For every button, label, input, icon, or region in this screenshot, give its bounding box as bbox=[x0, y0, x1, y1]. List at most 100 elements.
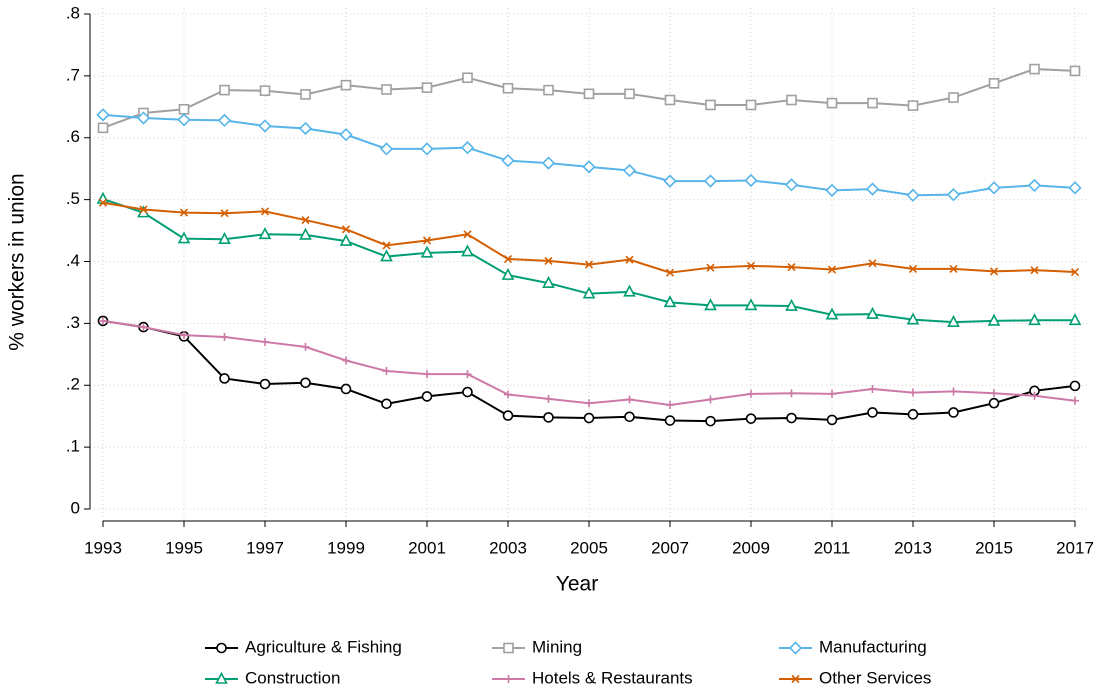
marker bbox=[178, 103, 190, 115]
marker bbox=[139, 205, 148, 214]
marker bbox=[747, 389, 755, 398]
y-tick-label: .1 bbox=[66, 437, 80, 456]
marker bbox=[706, 395, 715, 404]
marker bbox=[382, 367, 391, 376]
marker bbox=[745, 99, 757, 111]
marker bbox=[504, 675, 513, 683]
marker bbox=[1029, 63, 1040, 75]
x-tick-label: 2009 bbox=[732, 538, 770, 557]
marker bbox=[826, 97, 838, 109]
x-tick-label: 2011 bbox=[814, 538, 851, 557]
marker bbox=[136, 111, 151, 125]
marker bbox=[948, 92, 959, 103]
x-tick-label: 1993 bbox=[84, 538, 122, 557]
marker bbox=[96, 108, 110, 122]
marker bbox=[381, 398, 392, 410]
x-tick-label: 2003 bbox=[489, 538, 527, 557]
marker bbox=[258, 119, 272, 133]
marker bbox=[989, 267, 999, 276]
marker bbox=[624, 88, 635, 100]
x-tick-label: 1999 bbox=[327, 538, 365, 557]
marker bbox=[786, 412, 797, 424]
marker bbox=[261, 337, 269, 346]
marker bbox=[340, 383, 352, 395]
marker bbox=[1070, 267, 1080, 277]
legend-label: Manufacturing bbox=[819, 637, 927, 656]
marker bbox=[625, 255, 634, 264]
marker bbox=[99, 316, 107, 325]
marker bbox=[949, 387, 958, 396]
marker bbox=[220, 209, 229, 218]
marker bbox=[463, 230, 472, 239]
marker bbox=[868, 384, 877, 393]
marker bbox=[420, 142, 434, 156]
marker bbox=[179, 208, 189, 217]
marker bbox=[704, 298, 717, 311]
x-tick-label: 2007 bbox=[651, 538, 689, 557]
y-tick-label: .7 bbox=[66, 65, 80, 84]
marker bbox=[503, 642, 514, 654]
marker bbox=[988, 397, 1000, 409]
marker bbox=[1030, 266, 1039, 275]
marker bbox=[666, 401, 674, 410]
marker bbox=[544, 394, 553, 403]
marker bbox=[745, 413, 757, 424]
marker bbox=[542, 275, 555, 288]
marker bbox=[220, 332, 229, 341]
marker bbox=[422, 236, 432, 245]
marker bbox=[744, 298, 758, 311]
marker bbox=[1071, 396, 1079, 405]
marker bbox=[462, 72, 473, 84]
marker bbox=[582, 286, 596, 299]
x-tick-label: 2013 bbox=[894, 538, 932, 557]
marker bbox=[300, 89, 311, 100]
marker bbox=[622, 163, 637, 178]
marker bbox=[219, 373, 230, 384]
series-line bbox=[102, 113, 1076, 197]
marker bbox=[583, 412, 595, 424]
marker bbox=[97, 122, 109, 134]
marker bbox=[785, 298, 798, 311]
marker bbox=[501, 154, 515, 168]
marker bbox=[908, 264, 918, 273]
marker bbox=[177, 231, 191, 244]
marker bbox=[987, 181, 1001, 195]
marker bbox=[865, 182, 880, 196]
x-tick-label: 2015 bbox=[975, 538, 1013, 557]
marker bbox=[744, 173, 758, 188]
marker bbox=[339, 233, 353, 246]
marker bbox=[217, 113, 232, 128]
marker bbox=[1030, 391, 1039, 400]
marker bbox=[784, 178, 799, 192]
marker bbox=[1069, 380, 1081, 392]
marker bbox=[460, 141, 475, 155]
marker bbox=[906, 188, 920, 202]
marker bbox=[703, 174, 718, 188]
marker bbox=[461, 244, 474, 257]
marker bbox=[541, 156, 556, 170]
x-tick-label: 1995 bbox=[165, 538, 203, 557]
marker bbox=[663, 174, 677, 188]
marker bbox=[96, 191, 110, 204]
marker bbox=[584, 260, 594, 269]
marker bbox=[825, 183, 839, 197]
legend-label: Mining bbox=[532, 637, 582, 656]
marker bbox=[340, 79, 352, 91]
marker bbox=[503, 254, 513, 264]
marker bbox=[301, 215, 310, 225]
marker bbox=[583, 88, 595, 100]
marker bbox=[180, 331, 188, 340]
marker bbox=[544, 256, 553, 265]
marker bbox=[866, 306, 879, 319]
marker bbox=[543, 412, 554, 423]
marker bbox=[299, 227, 312, 240]
marker bbox=[502, 82, 514, 94]
marker bbox=[949, 264, 958, 273]
marker bbox=[664, 415, 676, 426]
marker bbox=[948, 407, 959, 418]
marker bbox=[867, 97, 878, 109]
marker bbox=[868, 259, 877, 268]
marker bbox=[463, 370, 472, 379]
marker bbox=[504, 390, 512, 399]
